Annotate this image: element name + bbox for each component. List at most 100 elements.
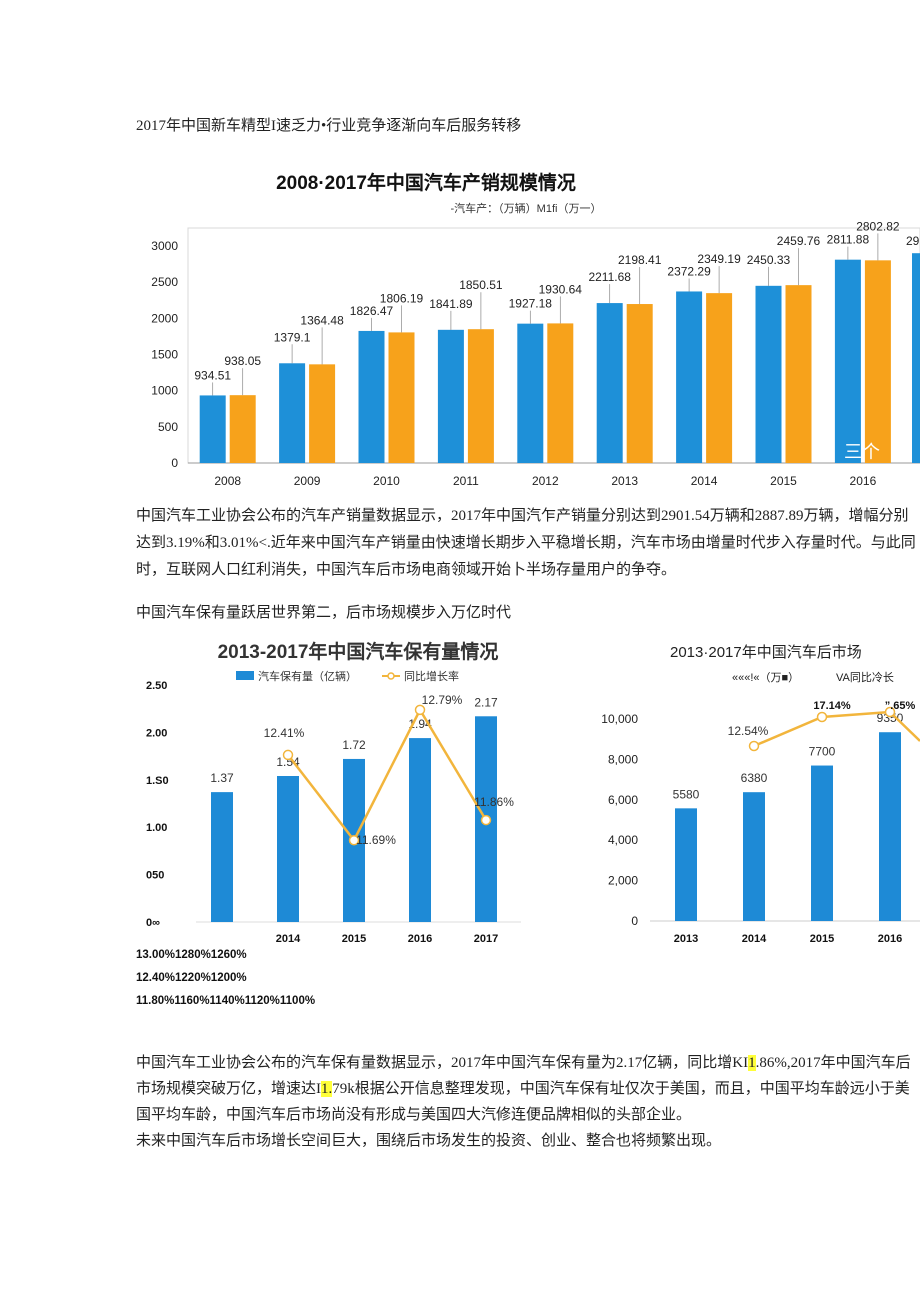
chart2-title: 2013-2017年中国汽车保有量情况 (218, 640, 499, 663)
chart2-bar-0 (211, 792, 233, 922)
chart1-ytick-2000: 2000 (151, 311, 178, 325)
chart1-label-sales-2010: 1806.19 (380, 291, 424, 305)
chart2-bar-label-2: 1.72 (342, 738, 366, 752)
chart3-bar-3 (879, 732, 901, 921)
chart1-label-production-2008: 934.51 (194, 368, 231, 382)
chart2-legend-line-label: 同比增长率 (404, 669, 459, 683)
chart1-bar-sales-2008 (229, 395, 256, 463)
chart2-growth-label-2: 12.79% (422, 693, 463, 707)
chart2-growth-point-0 (282, 749, 294, 761)
chart3-ytick-4: 2,000 (608, 874, 638, 888)
chart3-growth-label-2: ”.65% (885, 700, 916, 712)
chart1-label-production-2016: 2811.88 (827, 233, 870, 247)
chart1-label-clipped: 29 (906, 234, 920, 248)
chart1-ytick-1500: 1500 (151, 348, 178, 362)
chart2-growth-point-2 (414, 704, 426, 716)
chart1-xtick-2012: 2012 (532, 474, 559, 488)
paragraph-2: 中国汽车工业协会公布的汽车保有量数据显示，2017年中国汽车保有量为2.17亿辆… (136, 1050, 920, 1128)
paragraph-1: 中国汽车工业协会公布的汽车产销量数据显示，2017年中国汽乍产销量分别达到290… (136, 508, 916, 578)
highlight-2: 1. (321, 1081, 333, 1097)
chart1-bar-sales-2009 (309, 364, 336, 463)
chart3-ytick-2: 6,000 (608, 793, 638, 807)
vehicle-ownership-chart: 2013-2017年中国汽车保有量情况 汽车保有量（亿辆） 同比增长率 2.50 2.0… (136, 630, 536, 950)
chart1-label-sales-2011: 1850.51 (459, 278, 503, 292)
chart1-label-production-2014: 2372.29 (667, 264, 711, 278)
aftermarket-chart: 2013·2017年中国汽车后市场 «««!«（万■） VA同比冷长 10,000 8,… (590, 635, 920, 950)
chart1-label-production-2015: 2450.33 (747, 253, 791, 267)
chart2-bar-3 (409, 738, 431, 922)
chart3-ytick-5: 0 (631, 914, 638, 928)
chart1-bar-production-2014 (676, 291, 703, 463)
chart1-xtick-2009: 2009 (294, 474, 321, 488)
chart1-xtick-2015: 2015 (770, 474, 797, 488)
section-heading-1: 2017年中国新车精型I速乏力•行业竞争逐渐向车后服务转移 (136, 118, 522, 134)
chart1-bar-production-2008 (199, 395, 226, 463)
chart3-title: 2013·2017年中国汽车后市场 (670, 644, 862, 661)
chart3-xtick-2014: 2014 (742, 933, 767, 945)
chart3-ytick-1: 8,000 (608, 752, 638, 766)
chart3-growth-line (753, 710, 920, 748)
chart1-label-sales-2016: 2802.82 (856, 219, 900, 233)
chart1-xtick-2013: 2013 (611, 474, 638, 488)
chart3-bar-label-0: 5580 (673, 787, 700, 801)
chart2-xtick-2015: 2015 (342, 933, 366, 945)
chart1-xtick-2016: 2016 (850, 474, 877, 488)
pct-line-1: 13.00%1280%1260% (136, 949, 247, 961)
chart3-bar-label-1: 6380 (741, 771, 768, 785)
chart3-growth-label-0: 12.54% (728, 724, 769, 738)
chart2-growth-point-1 (348, 834, 360, 846)
chart1-label-production-2011: 1841.89 (429, 297, 473, 311)
chart1-label-sales-2013: 2198.41 (618, 253, 662, 267)
section-heading-2: 中国汽车保有量跃居世界第二，后市场规模步入万亿时代 (136, 605, 512, 621)
chart2-xtick-2016: 2016 (408, 933, 432, 945)
chart1-bar-production-2009 (279, 363, 306, 463)
aftermarket-chart-svg: 2013·2017年中国汽车后市场 «««!«（万■） VA同比冷长 10,000 8,… (601, 644, 920, 945)
chart1-label-sales-2012: 1930.64 (539, 282, 583, 296)
chart3-growth-label-1: 17.14% (813, 700, 851, 712)
chart2-legend-bar-swatch (236, 671, 254, 680)
chart3-ytick-0: 10,000 (601, 712, 638, 726)
chart3-growth-point-0 (748, 740, 760, 752)
chart1-bar-sales-2015 (785, 285, 812, 463)
chart3-legend-right: VA同比冷长 (836, 671, 894, 684)
chart1-bar-sales-2013 (626, 304, 653, 463)
chart1-label-sales-2014: 2349.19 (697, 252, 741, 266)
chart2-ytick-0: 2.50 (146, 680, 167, 692)
chart3-growth-point-2 (884, 706, 896, 718)
production-sales-chart: 2008·2017年中国汽车产销规模情况 -汽车产：（万辆）M1fi（万一） 0 50… (136, 160, 920, 495)
chart1-ytick-2500: 2500 (151, 275, 178, 289)
chart1-bar-sales-2016 (864, 260, 891, 463)
pct-line-3: 11.80%1160%1140%1120%1100% (136, 995, 316, 1007)
chart1-label-production-2009: 1379.1 (274, 330, 311, 344)
production-sales-chart-svg: 2008·2017年中国汽车产销规模情况 -汽车产：（万辆）M1fi（万一） 0 50… (151, 171, 920, 488)
chart2-ytick-4: 050 (146, 870, 164, 882)
chart1-label-production-2010: 1826.47 (350, 304, 394, 318)
chart3-bar-1 (743, 792, 765, 921)
chart1-bar-production-2012 (517, 323, 544, 463)
chart2-legend-bar-label: 汽车保有量（亿辆） (258, 669, 357, 683)
chart3-ytick-3: 4,000 (608, 833, 638, 847)
axis-percent-residue: 13.00%1280%1260% 12.40%1220%1200% 11.80%… (136, 944, 315, 1013)
chart1-label-production-2012: 1927.18 (509, 297, 553, 311)
chart1-title: 2008·2017年中国汽车产销规模情况 (276, 171, 576, 194)
chart1-bar-sales-2010 (388, 332, 415, 463)
chart1-bar-sales-2012 (547, 323, 574, 463)
chart1-bar-clipped (912, 253, 920, 463)
chart3-legend-left: «««!«（万■） (732, 671, 799, 684)
chart1-label-production-2013: 2211.68 (588, 270, 631, 284)
pct-line-2: 12.40%1220%1200% (136, 972, 247, 984)
chart2-bar-label-0: 1.37 (210, 771, 234, 785)
chart1-label-sales-2008: 938.05 (224, 354, 261, 368)
chart2-bar-label-1: 1.54 (276, 755, 300, 769)
chart1-legend: -汽车产：（万辆）M1fi（万一） (451, 201, 602, 215)
chart2-growth-label-0: 12.41% (264, 726, 305, 740)
chart2-ytick-2: 1.S0 (146, 775, 169, 787)
chart1-watermark: 三个 (844, 442, 880, 462)
chart2-bar-label-4: 2.17 (474, 695, 498, 709)
chart3-xtick-2015: 2015 (810, 933, 834, 945)
highlight-1: 1 (748, 1055, 756, 1071)
chart2-growth-point-3 (480, 814, 492, 826)
chart1-bar-production-2015 (755, 285, 782, 463)
paragraph-3: 未来中国汽车后市场增长空间巨大，围绕后市场发生的投资、创业、整合也将频繁出现。 (136, 1133, 722, 1149)
chart2-xtick-2014: 2014 (276, 933, 301, 945)
